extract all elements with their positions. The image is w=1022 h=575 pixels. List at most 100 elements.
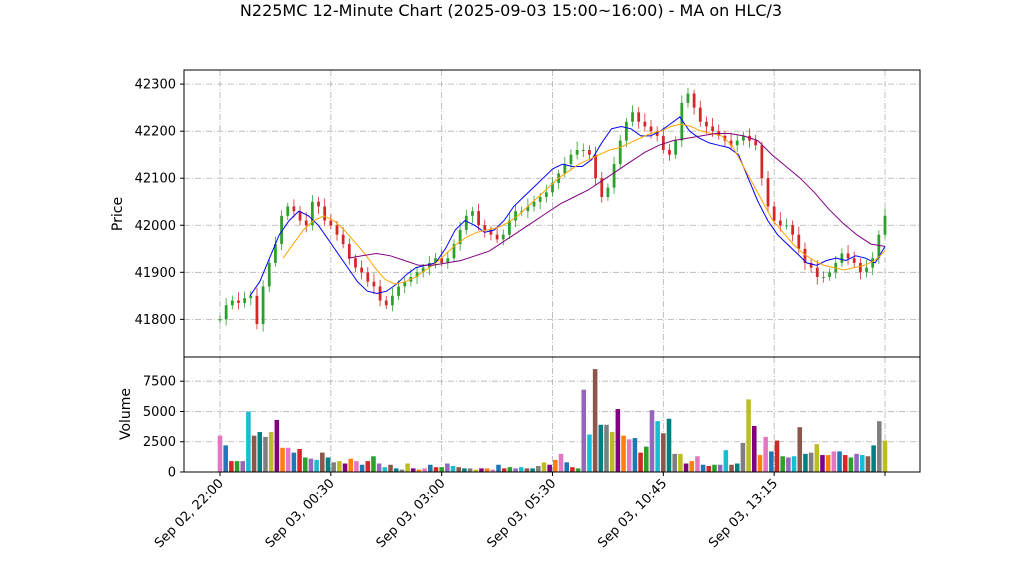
price-tick-label: 42200 <box>135 125 176 140</box>
volume-y-axis: 0 2500 5000 7500 <box>143 375 184 481</box>
x-tick-label: Sep 03, 00:30 <box>263 476 338 551</box>
candle-body <box>600 178 604 198</box>
volume-bar <box>723 450 729 472</box>
volume-bar <box>808 452 814 472</box>
candle-body <box>249 295 253 299</box>
candle-body <box>612 164 616 188</box>
volume-bar <box>382 467 388 472</box>
volume-tick-label: 2500 <box>143 435 176 450</box>
volume-bar <box>621 435 626 472</box>
candle-body <box>218 319 222 321</box>
volume-bar <box>717 464 723 472</box>
candle-body <box>317 201 320 207</box>
candle-body <box>286 206 290 216</box>
candle-body <box>741 135 745 141</box>
moving-average-line <box>249 116 886 297</box>
candle-body <box>544 192 548 198</box>
volume-bar <box>837 451 842 472</box>
volume-bar <box>439 467 444 472</box>
candle-body <box>464 215 468 230</box>
candle-body <box>415 272 419 278</box>
volume-bar <box>666 418 672 472</box>
x-tick-label: Sep 03, 13:15 <box>706 476 781 551</box>
candle-body <box>267 262 271 287</box>
candle-body <box>501 234 505 240</box>
volume-bar <box>229 461 234 472</box>
volume-bar <box>501 468 507 472</box>
volume-bar <box>422 468 427 472</box>
volume-bar <box>814 444 820 472</box>
candle-body <box>846 253 850 259</box>
candle-body <box>526 206 530 212</box>
price-y-axis: 41800 41900 42000 42100 42200 42300 <box>135 78 184 328</box>
volume-bar <box>587 434 592 472</box>
price-tick-label: 41900 <box>135 266 176 281</box>
volume-bar <box>297 449 302 472</box>
price-panel: 41800 41900 42000 42100 42200 42300 Price <box>110 69 921 358</box>
volume-bar <box>570 467 575 472</box>
price-tick-label: 42000 <box>135 219 176 234</box>
volume-bar <box>780 456 785 472</box>
candle-body <box>883 215 887 235</box>
volume-bar <box>410 468 416 472</box>
volume-bar <box>530 468 535 472</box>
candle-body <box>791 225 795 235</box>
volume-bar <box>626 439 632 472</box>
volume-bar <box>513 468 518 472</box>
volume-bar <box>700 464 706 472</box>
volume-panel: 0 2500 5000 7500 Volume <box>118 356 921 481</box>
moving-average-line <box>347 133 886 266</box>
volume-bar <box>325 457 331 472</box>
volume-bar <box>763 436 768 472</box>
candle-body <box>458 229 462 245</box>
candle-body <box>772 206 776 221</box>
candle-body <box>563 164 567 174</box>
candle-body <box>625 121 628 141</box>
volume-bar <box>615 409 621 472</box>
volume-bar <box>865 456 871 472</box>
volume-bar <box>314 459 319 472</box>
candle-body <box>674 140 678 155</box>
volume-bar <box>632 438 638 472</box>
candle-body <box>403 281 407 287</box>
candle-body <box>440 258 444 263</box>
price-grid <box>184 70 920 357</box>
moving-average-lines <box>249 116 886 297</box>
volume-bar <box>433 467 439 472</box>
candle-body <box>803 248 807 263</box>
volume-bar <box>774 440 780 472</box>
candle-body <box>766 178 770 207</box>
candle-body <box>354 258 357 268</box>
candle-body <box>643 121 647 127</box>
volume-bar <box>848 457 854 472</box>
volume-bar <box>337 461 342 472</box>
volume-bar <box>661 433 666 472</box>
candle-body <box>692 93 696 108</box>
candle-body <box>637 112 641 122</box>
candle-body <box>378 286 382 301</box>
volume-bar <box>882 440 888 472</box>
x-tick-label: Sep 03, 05:30 <box>484 476 559 551</box>
candle-body <box>828 272 831 278</box>
volume-bar <box>769 451 774 472</box>
volume-bar <box>393 468 399 472</box>
volume-bar <box>484 468 490 472</box>
volume-bar <box>280 447 285 472</box>
volume-bar <box>842 455 848 472</box>
volume-bar <box>302 457 308 472</box>
candle-body <box>840 253 844 263</box>
volume-bar <box>712 464 717 472</box>
volume-bar <box>507 467 513 472</box>
volume-bar <box>786 457 791 472</box>
volume-bar <box>308 458 314 472</box>
candle-body <box>360 267 364 273</box>
candle-body <box>686 93 690 103</box>
x-tick-label: Sep 03, 03:00 <box>374 476 449 551</box>
volume-bar <box>524 468 530 472</box>
volume-bar <box>871 445 876 472</box>
candle-body <box>655 131 659 136</box>
volume-bar <box>359 464 365 472</box>
volume-bar <box>405 463 410 472</box>
candle-body <box>274 244 277 263</box>
volume-bar <box>496 464 501 472</box>
